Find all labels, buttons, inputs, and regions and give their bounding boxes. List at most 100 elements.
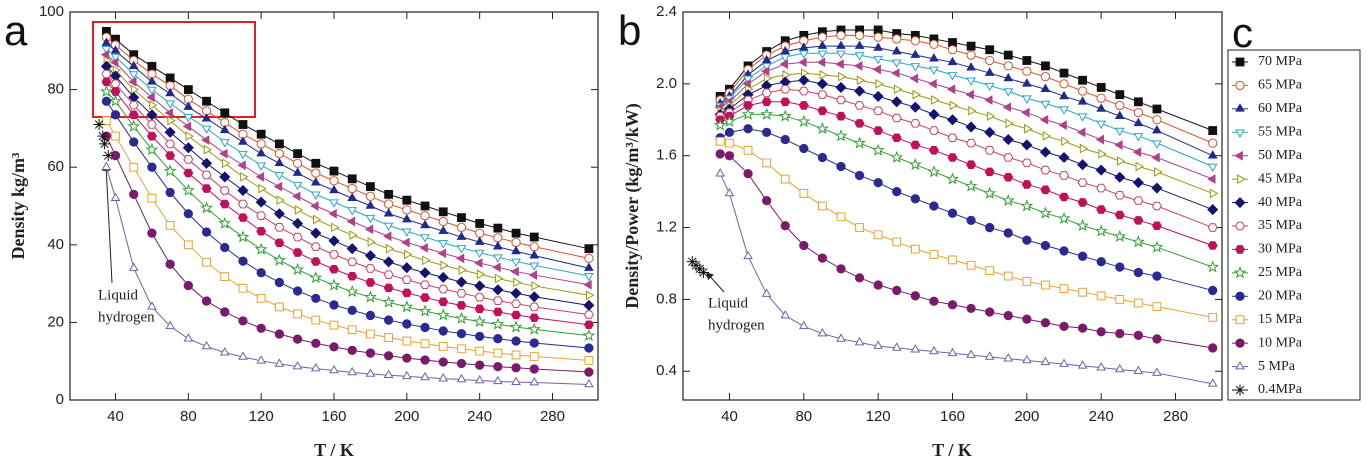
marker bbox=[201, 125, 212, 134]
marker bbox=[493, 348, 503, 358]
marker bbox=[383, 351, 394, 361]
marker bbox=[1114, 210, 1125, 220]
marker bbox=[854, 52, 865, 61]
marker bbox=[891, 59, 902, 68]
marker bbox=[836, 50, 846, 59]
marker bbox=[165, 320, 175, 330]
marker bbox=[402, 336, 412, 346]
marker bbox=[365, 278, 376, 287]
marker bbox=[584, 244, 594, 254]
marker bbox=[238, 256, 248, 266]
marker bbox=[401, 262, 413, 274]
marker bbox=[856, 75, 866, 86]
marker bbox=[347, 305, 357, 316]
legend-label: 35 MPa bbox=[1258, 218, 1303, 233]
marker bbox=[780, 45, 791, 55]
marker bbox=[436, 308, 450, 321]
marker bbox=[964, 179, 978, 192]
marker bbox=[1003, 61, 1013, 71]
marker bbox=[817, 152, 828, 163]
marker bbox=[110, 87, 121, 96]
marker bbox=[854, 273, 865, 283]
x-tick-label: 200 bbox=[1014, 408, 1039, 425]
marker bbox=[328, 235, 340, 247]
marker bbox=[798, 320, 809, 330]
marker bbox=[274, 157, 285, 167]
marker bbox=[1039, 206, 1052, 219]
marker bbox=[873, 42, 884, 51]
marker bbox=[1235, 103, 1245, 112]
marker bbox=[367, 237, 377, 247]
marker bbox=[219, 171, 231, 183]
marker bbox=[763, 73, 773, 84]
marker bbox=[529, 302, 540, 312]
marker bbox=[584, 273, 594, 282]
marker bbox=[528, 270, 538, 280]
marker bbox=[383, 222, 394, 232]
marker bbox=[697, 266, 709, 278]
marker bbox=[875, 79, 884, 89]
marker bbox=[910, 244, 920, 254]
marker bbox=[1021, 354, 1032, 364]
marker bbox=[127, 119, 141, 132]
marker bbox=[511, 336, 521, 346]
marker bbox=[584, 343, 594, 353]
marker bbox=[929, 201, 939, 211]
marker bbox=[219, 148, 228, 159]
plot-frame bbox=[682, 11, 1223, 401]
marker bbox=[890, 150, 904, 163]
marker bbox=[364, 224, 374, 235]
marker bbox=[383, 256, 395, 268]
marker bbox=[457, 344, 466, 354]
marker bbox=[854, 119, 865, 128]
marker bbox=[420, 211, 430, 221]
y-tick-label: 80 bbox=[47, 81, 64, 98]
marker bbox=[1152, 334, 1162, 344]
marker bbox=[238, 283, 248, 293]
panel-label: b bbox=[618, 7, 641, 54]
highlight-box bbox=[92, 21, 256, 118]
marker bbox=[743, 250, 753, 260]
marker bbox=[892, 34, 902, 44]
marker bbox=[438, 326, 448, 336]
marker bbox=[420, 201, 430, 211]
marker bbox=[385, 243, 395, 254]
marker bbox=[780, 97, 791, 107]
marker bbox=[238, 136, 248, 145]
legend-box bbox=[1227, 49, 1361, 401]
marker bbox=[985, 307, 995, 317]
x-tick-label: 240 bbox=[467, 408, 492, 425]
marker bbox=[946, 114, 959, 126]
marker bbox=[1022, 56, 1032, 65]
marker bbox=[835, 59, 844, 69]
annotation: hydrogen bbox=[708, 317, 765, 333]
marker bbox=[256, 293, 266, 303]
marker bbox=[1077, 251, 1088, 261]
marker bbox=[1132, 177, 1144, 189]
y-tick-label: 0 bbox=[56, 391, 64, 408]
marker bbox=[854, 30, 865, 40]
marker bbox=[798, 42, 809, 51]
marker bbox=[238, 351, 248, 360]
marker bbox=[365, 200, 376, 209]
marker bbox=[1096, 183, 1107, 193]
marker bbox=[402, 195, 412, 205]
marker bbox=[513, 277, 522, 288]
y-tick-label: 1.6 bbox=[656, 147, 677, 164]
marker bbox=[1152, 124, 1162, 134]
marker bbox=[819, 70, 829, 80]
marker bbox=[872, 90, 884, 102]
marker bbox=[586, 290, 595, 301]
marker bbox=[274, 223, 285, 232]
marker bbox=[909, 101, 921, 113]
marker bbox=[183, 280, 193, 291]
marker bbox=[910, 291, 920, 301]
marker bbox=[891, 96, 903, 108]
marker bbox=[1096, 93, 1106, 103]
marker bbox=[145, 143, 159, 156]
marker bbox=[1114, 171, 1126, 183]
marker bbox=[310, 177, 321, 186]
marker bbox=[383, 283, 394, 293]
x-tick-label: 120 bbox=[249, 408, 274, 425]
marker bbox=[1096, 103, 1107, 112]
